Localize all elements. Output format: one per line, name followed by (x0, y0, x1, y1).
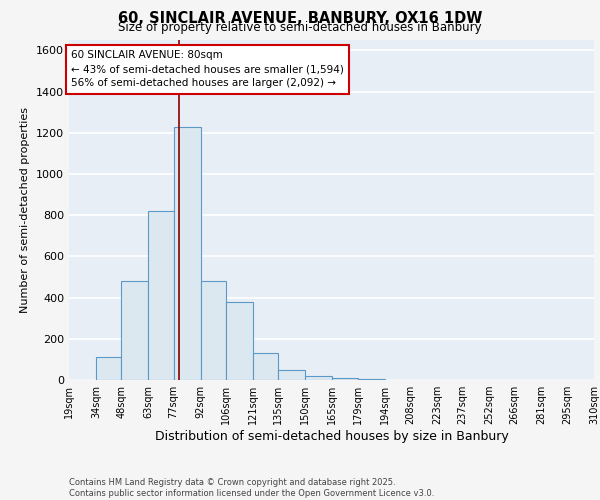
Y-axis label: Number of semi-detached properties: Number of semi-detached properties (20, 107, 31, 313)
Bar (121, 281, 148, 380)
Bar (226, 302, 253, 380)
Text: 60, SINCLAIR AVENUE, BANBURY, OX16 1DW: 60, SINCLAIR AVENUE, BANBURY, OX16 1DW (118, 11, 482, 26)
Bar (332, 378, 358, 380)
Bar (253, 353, 278, 380)
Bar (278, 370, 305, 380)
Text: 60 SINCLAIR AVENUE: 80sqm
← 43% of semi-detached houses are smaller (1,594)
56% : 60 SINCLAIR AVENUE: 80sqm ← 43% of semi-… (71, 50, 344, 88)
Bar (201, 281, 226, 380)
Text: Size of property relative to semi-detached houses in Banbury: Size of property relative to semi-detach… (118, 22, 482, 35)
Bar (173, 126, 201, 380)
Bar (96, 358, 121, 380)
Bar (148, 211, 173, 380)
Text: Contains HM Land Registry data © Crown copyright and database right 2025.
Contai: Contains HM Land Registry data © Crown c… (69, 478, 434, 498)
Bar (358, 379, 385, 380)
Bar (305, 376, 332, 380)
X-axis label: Distribution of semi-detached houses by size in Banbury: Distribution of semi-detached houses by … (155, 430, 508, 443)
